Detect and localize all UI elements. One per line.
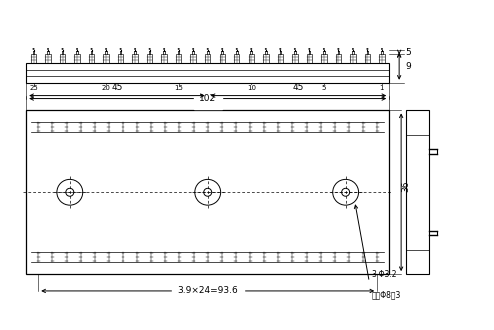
Circle shape — [309, 48, 310, 50]
Circle shape — [47, 48, 49, 50]
Circle shape — [105, 48, 107, 50]
Text: 25: 25 — [29, 85, 38, 91]
Circle shape — [236, 48, 238, 50]
Circle shape — [192, 48, 194, 50]
Circle shape — [91, 48, 92, 50]
Text: 3-Φ3.2: 3-Φ3.2 — [371, 270, 397, 279]
Circle shape — [337, 48, 339, 50]
Text: 1: 1 — [380, 85, 384, 91]
Text: 102: 102 — [199, 94, 216, 103]
Circle shape — [62, 48, 63, 50]
Text: 45: 45 — [111, 82, 123, 92]
Circle shape — [178, 48, 179, 50]
Text: 9: 9 — [405, 62, 411, 71]
Circle shape — [164, 48, 165, 50]
Circle shape — [120, 48, 122, 50]
Circle shape — [352, 48, 354, 50]
Text: 15: 15 — [174, 85, 183, 91]
Circle shape — [323, 48, 325, 50]
Circle shape — [265, 48, 267, 50]
Circle shape — [33, 48, 34, 50]
Circle shape — [381, 48, 383, 50]
Circle shape — [149, 48, 151, 50]
Circle shape — [134, 48, 136, 50]
Text: 5: 5 — [322, 85, 326, 91]
Circle shape — [250, 48, 252, 50]
Circle shape — [280, 48, 281, 50]
Circle shape — [76, 48, 78, 50]
Circle shape — [221, 48, 223, 50]
Text: 3.9×24=93.6: 3.9×24=93.6 — [177, 286, 238, 295]
Text: 20: 20 — [102, 85, 111, 91]
Circle shape — [294, 48, 295, 50]
Text: 沉孔Φ8深3: 沉孔Φ8深3 — [371, 290, 401, 299]
Circle shape — [207, 48, 208, 50]
Circle shape — [367, 48, 368, 50]
Text: 45: 45 — [293, 82, 304, 92]
Text: 36: 36 — [402, 181, 411, 192]
Text: 5: 5 — [405, 48, 411, 57]
Text: 10: 10 — [247, 85, 256, 91]
